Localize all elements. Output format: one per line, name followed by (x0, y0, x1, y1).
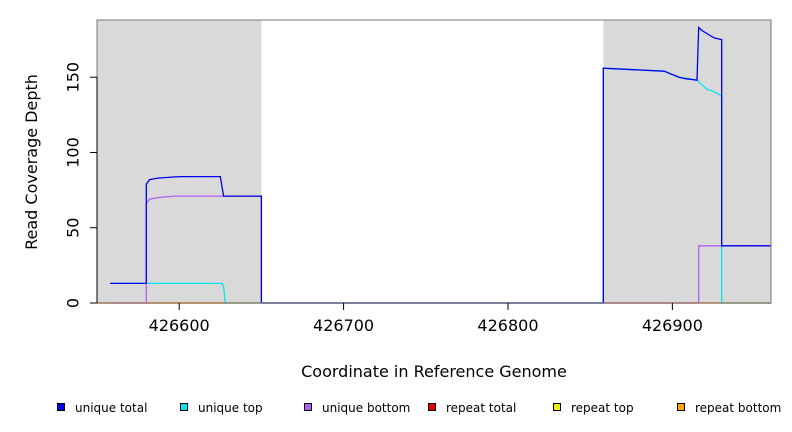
y-tick-label: 150 (64, 62, 83, 93)
legend-swatch-unique-top (180, 403, 188, 411)
series-line-unique-total (110, 26, 771, 304)
legend-swatch-repeat-top (553, 403, 561, 411)
legend-swatch-unique-bottom (304, 403, 312, 411)
legend-label-repeat-bottom: repeat bottom (695, 401, 781, 415)
y-tick-label: 50 (64, 218, 83, 238)
y-tick-label: 0 (64, 298, 83, 308)
legend-label-unique-bottom: unique bottom (322, 401, 410, 415)
legend-label-repeat-total: repeat total (446, 401, 516, 415)
y-tick-label: 100 (64, 137, 83, 168)
legend: unique total unique top unique bottom repea… (57, 401, 781, 415)
x-tick-label: 426600 (149, 316, 210, 335)
x-tick-label: 426900 (642, 316, 703, 335)
legend-label-unique-total: unique total (75, 401, 147, 415)
shaded-regions (97, 20, 771, 303)
y-axis: 0 50 100 150 (64, 62, 98, 308)
y-axis-title: Read Coverage Depth (22, 74, 41, 250)
legend-swatch-repeat-bottom (677, 403, 685, 411)
x-axis-title: Coordinate in Reference Genome (301, 362, 567, 381)
x-axis: 426600 426700 426800 426900 (149, 303, 703, 335)
shaded-region-2 (603, 20, 771, 303)
shaded-region-1 (97, 20, 262, 303)
legend-swatch-unique-total (57, 403, 65, 411)
legend-label-repeat-top: repeat top (571, 401, 634, 415)
legend-label-unique-top: unique top (198, 401, 263, 415)
x-tick-label: 426700 (313, 316, 374, 335)
legend-swatch-repeat-total (428, 403, 436, 411)
x-tick-label: 426800 (477, 316, 538, 335)
